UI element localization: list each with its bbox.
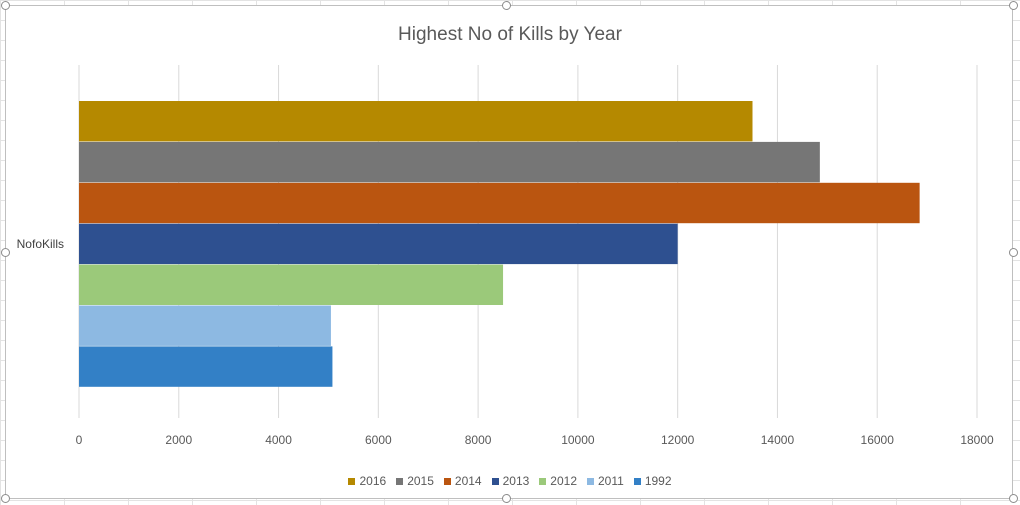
bar-2011 (79, 305, 331, 346)
legend-label-2014: 2014 (454, 474, 482, 488)
chart-legend: 2016 2015 2014 2013 2012 2011 1992 (6, 474, 1014, 488)
x-tick-label-5: 10000 (561, 433, 595, 447)
x-tick-label-3: 6000 (365, 433, 392, 447)
legend-label-2013: 2013 (502, 474, 530, 488)
resize-handle-middle-left[interactable] (1, 248, 10, 257)
legend-item-2015: 2015 (396, 474, 434, 488)
legend-swatch-2014 (443, 477, 451, 485)
x-tick-label-8: 16000 (861, 433, 895, 447)
resize-handle-bottom-right[interactable] (1009, 494, 1018, 503)
legend-swatch-2016 (348, 477, 356, 485)
legend-item-2013: 2013 (491, 474, 530, 488)
legend-item-2011: 2011 (587, 474, 624, 488)
bar-2016 (79, 101, 753, 142)
resize-handle-top-left[interactable] (1, 1, 10, 10)
resize-handle-middle-right[interactable] (1009, 248, 1018, 257)
bar-2012 (79, 264, 504, 305)
chart-plot: 0 2000 4000 6000 8000 10000 12000 14000 16000 180… (17, 65, 994, 447)
legend-label-2011: 2011 (598, 474, 624, 488)
resize-handle-top-right[interactable] (1009, 1, 1018, 10)
legend-item-1992: 1992 (633, 474, 672, 488)
x-tick-label-1: 2000 (165, 433, 192, 447)
bar-2014 (79, 182, 920, 224)
legend-swatch-2011 (587, 477, 594, 485)
legend-label-2016: 2016 (359, 474, 387, 488)
legend-item-2014: 2014 (443, 474, 482, 488)
bar-2015 (79, 141, 820, 183)
legend-swatch-1992 (633, 477, 641, 485)
bar-2013 (79, 223, 678, 265)
chart-area[interactable]: Highest No of Kills by Year 0 2000 4000 600… (5, 5, 1013, 499)
resize-handle-top-center[interactable] (502, 1, 511, 10)
x-tick-label-0: 0 (76, 433, 83, 447)
x-tick-label-2: 4000 (265, 433, 292, 447)
legend-swatch-2013 (491, 477, 499, 485)
legend-item-2012: 2012 (539, 474, 577, 488)
bar-1992 (79, 346, 333, 387)
resize-handle-bottom-center[interactable] (502, 494, 511, 503)
legend-swatch-2012 (539, 477, 547, 485)
category-label-0: NofoKills (17, 237, 64, 251)
legend-label-2015: 2015 (407, 474, 434, 488)
x-tick-label-9: 18000 (960, 433, 994, 447)
chart-title: Highest No of Kills by Year (398, 24, 622, 45)
x-tick-label-7: 14000 (761, 433, 795, 447)
x-tick-label-4: 8000 (465, 433, 492, 447)
legend-label-1992: 1992 (644, 474, 672, 488)
legend-item-2016: 2016 (348, 474, 386, 488)
resize-handle-bottom-left[interactable] (1, 494, 10, 503)
legend-swatch-2015 (396, 477, 404, 485)
x-tick-label-6: 12000 (661, 433, 695, 447)
legend-label-2012: 2012 (550, 474, 577, 488)
